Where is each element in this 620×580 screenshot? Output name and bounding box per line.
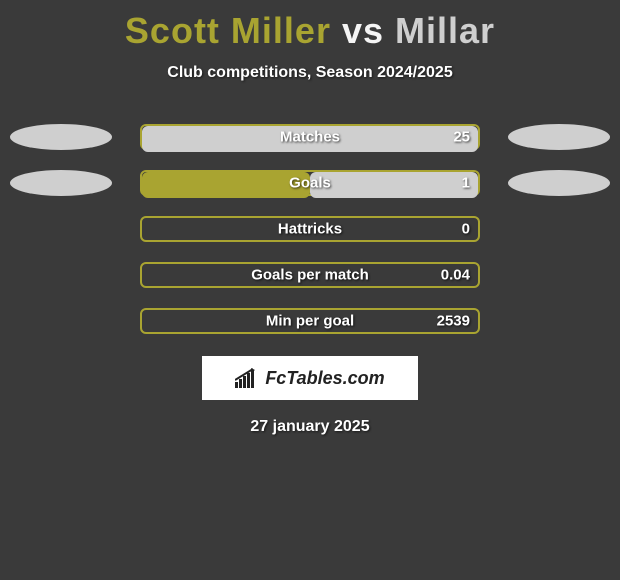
- stat-value-player2: 25: [453, 129, 470, 146]
- stats-rows: Matches 25 Goals 1 Hattricks 0 Goals per match…: [0, 124, 620, 334]
- brand-box: FcTables.com: [202, 356, 418, 400]
- player2-name: Millar: [395, 10, 495, 51]
- player1-flag-ellipse: [10, 124, 112, 150]
- stat-label: Goals: [289, 175, 331, 192]
- stat-row: Goals per match 0.04: [0, 262, 620, 288]
- stat-label: Min per goal: [266, 313, 354, 330]
- stat-value-player2: 2539: [437, 313, 470, 330]
- stat-value-player2: 1: [462, 175, 470, 192]
- comparison-subtitle: Club competitions, Season 2024/2025: [0, 64, 620, 82]
- stat-bar-track: Goals 1: [140, 170, 480, 196]
- brand-text: FcTables.com: [265, 368, 384, 389]
- stat-bar-track: Min per goal 2539: [140, 308, 480, 334]
- stat-row: Goals 1: [0, 170, 620, 196]
- stat-bar-track: Goals per match 0.04: [140, 262, 480, 288]
- stat-bar-track: Matches 25: [140, 124, 480, 150]
- stat-row: Matches 25: [0, 124, 620, 150]
- player2-flag-ellipse: [508, 170, 610, 196]
- player1-flag-ellipse: [10, 170, 112, 196]
- comparison-title: Scott Miller vs Millar: [0, 0, 620, 52]
- stat-label: Goals per match: [251, 267, 369, 284]
- vs-text: vs: [342, 10, 384, 51]
- stat-bar-fill-player1: [142, 172, 310, 198]
- stat-row: Min per goal 2539: [0, 308, 620, 334]
- player2-flag-ellipse: [508, 124, 610, 150]
- stat-row: Hattricks 0: [0, 216, 620, 242]
- chart-bars-icon: [235, 368, 259, 388]
- stat-bar-track: Hattricks 0: [140, 216, 480, 242]
- stat-value-player2: 0.04: [441, 267, 470, 284]
- stat-value-player2: 0: [462, 221, 470, 238]
- stat-label: Matches: [280, 129, 340, 146]
- stat-label: Hattricks: [278, 221, 342, 238]
- player1-name: Scott Miller: [125, 10, 331, 51]
- stat-bar-fill-player2: [310, 172, 478, 198]
- snapshot-date: 27 january 2025: [0, 418, 620, 436]
